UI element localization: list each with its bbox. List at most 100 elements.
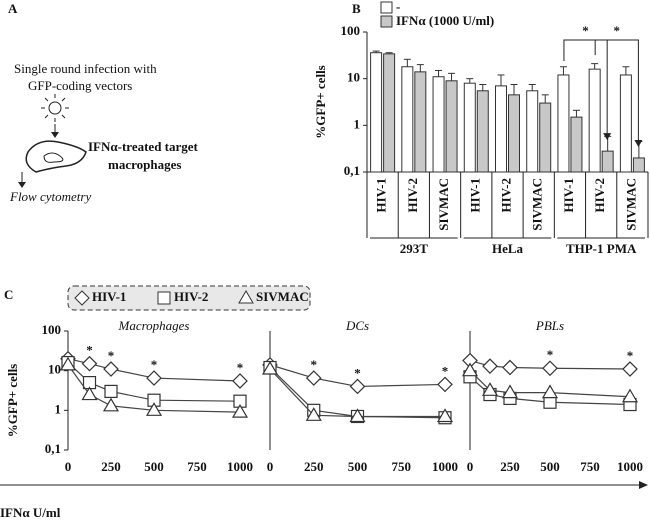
x-tick-label: HIV-1 [467,178,482,212]
annotation: * [547,347,554,362]
x-tick-label: HIV-2 [592,178,607,212]
annotation: * [354,365,361,380]
diagram-text: macrophages [108,157,181,172]
marker [502,359,518,376]
legend-marker [238,290,254,304]
x-tick-label: HIV-2 [498,178,513,212]
annotation: * [627,348,634,363]
group-label: HeLa [492,241,524,256]
x-tick-label: 1000 [227,459,253,474]
x-tick-label: 500 [348,459,368,474]
bar [619,74,632,173]
marker [232,373,248,389]
x-tick-label: 1000 [617,459,643,474]
legend-label: - [396,0,400,14]
legend-marker [157,291,171,305]
x-tick-label: 250 [101,459,121,474]
y-tick-label: 10 [48,362,61,377]
arrow-head [603,133,612,141]
y-axis-label: %GFP+ cells [313,65,328,138]
annotation: * [311,357,318,372]
bar [414,71,427,173]
nucleus-icon [43,152,64,163]
bar [526,90,539,173]
annotation: * [86,343,93,358]
marker [542,360,558,377]
bar [570,116,583,173]
diagram-text: GFP-coding vectors [28,78,132,93]
group-label: 293T [400,241,429,256]
arrow-head [634,139,643,147]
bar [539,102,552,173]
x-tick-label: 1000 [432,459,458,474]
bar [370,52,383,173]
x-tick-label: 250 [304,459,324,474]
bar [495,85,507,173]
bar [476,90,489,173]
arrow-head [18,182,26,188]
legend-marker [74,290,90,306]
marker [622,361,638,377]
marker [437,376,453,393]
y-tick-label: 0,1 [344,163,360,178]
bar [383,53,396,173]
marker [103,361,119,377]
x-tick-label: 0 [65,459,72,474]
legend-box [67,285,311,311]
marker [349,378,366,395]
annotation: * [151,357,158,372]
y-tick-label: 0,1 [45,441,61,456]
marker [482,358,498,374]
virus-icon [41,94,69,122]
y-tick-label: 1 [55,401,62,416]
x-tick-label: HIV-2 [405,178,420,212]
y-tick-label: 1 [354,116,361,131]
line [269,368,445,418]
chart-title: Macrophages [117,318,189,333]
legend-label: HIV-2 [174,289,208,304]
marker [305,370,322,386]
y-tick-label: 100 [42,322,62,337]
diagram-text: IFNα-treated target [88,139,199,154]
bar [432,76,445,173]
bar [601,150,614,173]
marker [102,397,120,412]
x-tick-label: 250 [500,459,520,474]
chart-title: DCs [345,318,369,333]
legend-label: HIV-1 [92,289,126,304]
bar [588,68,601,173]
marker [146,370,162,386]
line [269,367,446,419]
bar [445,80,458,173]
marker [261,360,279,375]
bar [401,66,414,173]
arrow-head [51,132,59,138]
x-tick-label: 0 [467,459,474,474]
marker [145,402,163,416]
marker [349,408,366,423]
y-tick-label: 10 [347,70,360,85]
panel-label: C [4,287,13,302]
legend-swatch [380,15,393,28]
line [269,364,446,388]
marker [436,408,454,423]
marker [461,362,479,377]
y-tick-label: 100 [341,23,361,38]
y-axis-label: %GFP+ cells [5,364,20,437]
bar [508,94,520,173]
legend-swatch [380,1,393,14]
bar [557,74,570,173]
marker [81,386,98,401]
x-tick-label: 0 [267,459,274,474]
marker [621,388,639,403]
panel-label: B [352,1,361,16]
legend-label: IFNα (1000 U/ml) [396,13,494,28]
marker [104,384,118,399]
marker [501,384,519,399]
marker [59,356,77,371]
x-axis-label: IFNα U/ml [0,505,61,520]
bracket [594,39,639,146]
annotation: * [442,363,449,378]
annotation: * [237,360,244,375]
